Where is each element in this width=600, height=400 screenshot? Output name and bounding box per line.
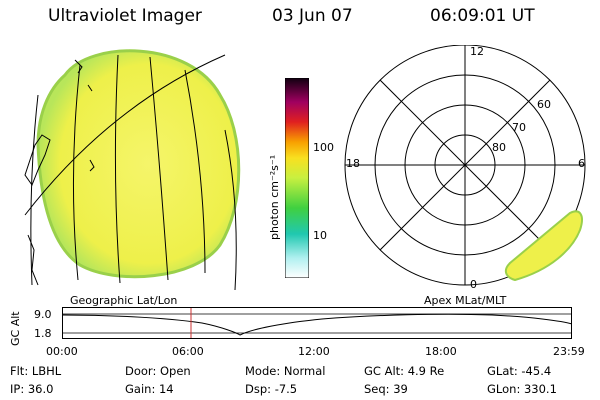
status-glon: GLon: 330.1 <box>487 382 557 396</box>
timeline-xtick-2359: 23:59 <box>553 345 585 358</box>
timeline-xtick-1800: 18:00 <box>425 345 457 358</box>
status-gc-alt: GC Alt: 4.9 Re <box>364 364 445 378</box>
timeline-xtick-1200: 12:00 <box>298 345 330 358</box>
timeline-ytick-max: 9.0 <box>34 308 52 321</box>
status-seq: Seq: 39 <box>364 382 408 396</box>
colorbar-tick-100: 100 <box>313 141 334 154</box>
status-ip: IP: 36.0 <box>10 382 54 396</box>
colorbar <box>285 78 309 278</box>
mlat-label-60: 60 <box>537 98 551 111</box>
mlt-label-0: 0 <box>470 278 477 291</box>
status-dsp: Dsp: -7.5 <box>245 382 298 396</box>
status-mode: Mode: Normal <box>245 364 326 378</box>
mlat-label-80: 80 <box>492 141 506 154</box>
timeline-ytick-min: 1.8 <box>34 327 52 340</box>
time-label: 06:09:01 UT <box>430 6 535 26</box>
timeline-xtick-0000: 00:00 <box>46 345 78 358</box>
altitude-timeline <box>62 307 572 339</box>
instrument-title: Ultraviolet Imager <box>48 6 202 26</box>
timeline-xtick-0600: 06:00 <box>172 345 204 358</box>
polar-mlt-plot <box>344 45 586 286</box>
geographic-image-panel <box>24 49 241 290</box>
colorbar-tick-10: 10 <box>313 229 327 242</box>
status-flt: Flt: LBHL <box>10 364 62 378</box>
aurora-oval-segment <box>504 210 583 282</box>
colorbar-label: photon cm⁻²s⁻¹ <box>268 154 281 240</box>
date-label: 03 Jun 07 <box>272 6 353 26</box>
altitude-curve <box>62 313 572 336</box>
status-gain: Gain: 14 <box>125 382 174 396</box>
status-door: Door: Open <box>125 364 191 378</box>
mlat-label-70: 70 <box>512 121 526 134</box>
right-panel-caption: Apex MLat/MLT <box>424 294 507 307</box>
mlt-label-18: 18 <box>346 157 360 170</box>
left-panel-caption: Geographic Lat/Lon <box>70 294 178 307</box>
timeline-ylabel: GC Alt <box>9 311 22 346</box>
mlt-label-12: 12 <box>470 45 484 58</box>
mlt-label-6: 6 <box>578 157 585 170</box>
status-glat: GLat: -45.4 <box>487 364 552 378</box>
aurora-earth-disk <box>36 49 241 279</box>
